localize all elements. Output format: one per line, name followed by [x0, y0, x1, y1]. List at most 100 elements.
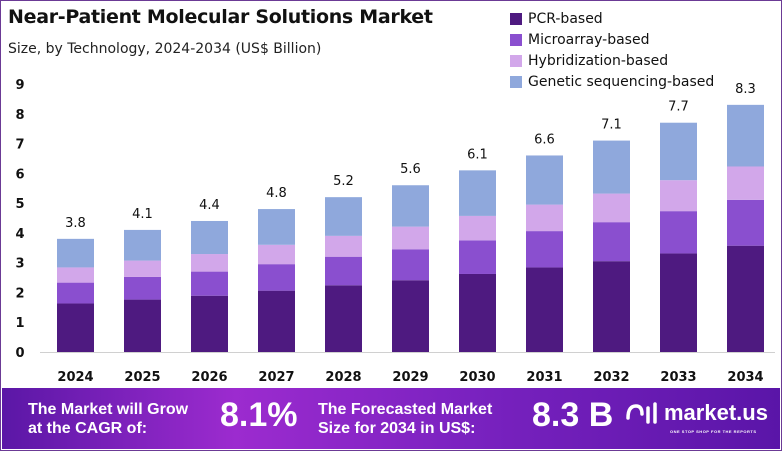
y-tick-label: 6 — [15, 167, 24, 182]
cagr-label-line2: at the CAGR of: — [28, 420, 148, 437]
x-tick-label: 2025 — [124, 370, 160, 385]
legend-swatch — [510, 75, 522, 88]
cagr-label: The Market will Grow at the CAGR of: — [28, 400, 188, 438]
bar-segment-hybridization-based — [325, 235, 362, 257]
bar-segment-genetic-sequencing-based — [459, 170, 496, 216]
bar-segment-genetic-sequencing-based — [124, 229, 161, 261]
legend-label: Microarray-based — [528, 31, 650, 48]
bar-segment-hybridization-based — [526, 204, 563, 232]
total-data-label: 7.7 — [668, 100, 689, 115]
total-data-label: 4.1 — [132, 207, 153, 222]
bar-segment-microarray-based — [57, 282, 94, 304]
y-tick-label: 1 — [15, 316, 24, 331]
bar-segment-pcr-based — [57, 303, 94, 352]
y-tick-label: 2 — [15, 286, 24, 301]
bar-segment-hybridization-based — [593, 193, 630, 223]
bar-segment-genetic-sequencing-based — [593, 140, 630, 194]
bar-segment-hybridization-based — [660, 180, 697, 212]
legend-label: PCR-based — [528, 10, 603, 27]
legend-item-genetic-sequencing: Genetic sequencing-based — [510, 71, 714, 92]
total-data-label: 6.1 — [467, 147, 488, 162]
legend-swatch — [510, 33, 522, 46]
y-tick-label: 4 — [15, 227, 24, 242]
bar-segment-pcr-based — [593, 261, 630, 352]
total-data-label: 5.6 — [400, 162, 421, 177]
bar-segment-pcr-based — [459, 273, 496, 352]
forecast-label-line2: Size for 2034 in US$: — [318, 420, 476, 437]
bar-segment-genetic-sequencing-based — [526, 155, 563, 205]
bar-segment-hybridization-based — [258, 244, 295, 265]
bar-segment-pcr-based — [325, 285, 362, 352]
legend-item-pcr: PCR-based — [510, 8, 714, 29]
bar-segment-microarray-based — [258, 264, 295, 291]
total-data-label: 8.3 — [735, 82, 756, 97]
bar-segment-microarray-based — [191, 271, 228, 296]
bar-segment-pcr-based — [191, 295, 228, 352]
legend: PCR-based Microarray-based Hybridization… — [510, 8, 714, 92]
bar-segment-pcr-based — [258, 290, 295, 352]
market-us-logo: market.us ONE STOP SHOP FOR THE REPORTS — [624, 400, 768, 434]
bar-segment-microarray-based — [727, 199, 764, 246]
cagr-label-line1: The Market will Grow — [28, 401, 189, 418]
bar-segment-hybridization-based — [392, 226, 429, 250]
x-tick-label: 2024 — [57, 370, 93, 385]
bar-segment-pcr-based — [124, 299, 161, 352]
legend-swatch — [510, 12, 522, 25]
x-tick-label: 2029 — [392, 370, 428, 385]
x-tick-label: 2031 — [526, 370, 562, 385]
total-data-label: 4.4 — [199, 198, 220, 213]
x-tick-label: 2028 — [325, 370, 361, 385]
bar-segment-genetic-sequencing-based — [392, 185, 429, 227]
bar-segment-genetic-sequencing-based — [57, 238, 94, 268]
y-tick-label: 7 — [15, 138, 24, 153]
stacked-bar-chart: 0 1 2 3 4 5 6 7 8 9 3.8 2024 4.1 2025 4.4 2026 4.8 2027 5.… — [15, 78, 775, 385]
bar-segment-hybridization-based — [124, 260, 161, 277]
forecast-value: 8.3 B — [532, 396, 614, 434]
y-tick-label: 8 — [15, 108, 24, 123]
bar-segment-genetic-sequencing-based — [727, 104, 764, 167]
bar-segment-hybridization-based — [727, 166, 764, 200]
bar-segment-pcr-based — [727, 245, 764, 352]
y-tick-label: 9 — [15, 78, 24, 93]
legend-item-microarray: Microarray-based — [510, 29, 714, 50]
bar-segment-genetic-sequencing-based — [660, 122, 697, 181]
summary-banner: The Market will Grow at the CAGR of: 8.1… — [2, 388, 780, 449]
total-data-label: 6.6 — [534, 132, 555, 147]
y-tick-label: 0 — [15, 346, 24, 361]
y-tick-label: 3 — [15, 257, 24, 272]
x-tick-label: 2027 — [258, 370, 294, 385]
forecast-label: The Forecasted Market Size for 2034 in U… — [318, 400, 492, 438]
forecast-label-line1: The Forecasted Market — [318, 401, 493, 418]
bar-segment-genetic-sequencing-based — [191, 220, 228, 255]
bar-segment-microarray-based — [660, 211, 697, 254]
total-data-label: 3.8 — [65, 216, 86, 231]
total-data-label: 7.1 — [601, 118, 622, 133]
logo-icon — [626, 402, 657, 424]
x-tick-label: 2033 — [660, 370, 696, 385]
bar-segment-hybridization-based — [459, 215, 496, 241]
bar-segment-genetic-sequencing-based — [325, 197, 362, 236]
cagr-value: 8.1% — [220, 396, 298, 434]
bar-segment-hybridization-based — [57, 267, 94, 283]
bar-segment-genetic-sequencing-based — [258, 209, 295, 245]
x-tick-label: 2030 — [459, 370, 495, 385]
total-data-label: 5.2 — [333, 174, 354, 189]
legend-swatch — [510, 54, 522, 67]
bar-segment-microarray-based — [392, 249, 429, 281]
bar-segment-pcr-based — [526, 267, 563, 352]
x-tick-label: 2026 — [191, 370, 227, 385]
x-tick-label: 2032 — [593, 370, 629, 385]
bar-segment-pcr-based — [392, 280, 429, 352]
bar-segment-microarray-based — [526, 231, 563, 268]
chart-subtitle: Size, by Technology, 2024-2034 (US$ Bill… — [8, 41, 322, 57]
total-data-label: 4.8 — [266, 186, 287, 201]
bar-segment-microarray-based — [593, 222, 630, 262]
bar-segment-microarray-based — [459, 240, 496, 274]
logo-tagline: ONE STOP SHOP FOR THE REPORTS — [670, 429, 757, 434]
legend-label: Genetic sequencing-based — [528, 73, 715, 90]
bar-segment-microarray-based — [325, 256, 362, 286]
x-tick-label: 2034 — [727, 370, 763, 385]
y-tick-label: 5 — [15, 197, 24, 212]
legend-item-hybridization: Hybridization-based — [510, 50, 714, 71]
chart-title: Near-Patient Molecular Solutions Market — [8, 6, 433, 28]
